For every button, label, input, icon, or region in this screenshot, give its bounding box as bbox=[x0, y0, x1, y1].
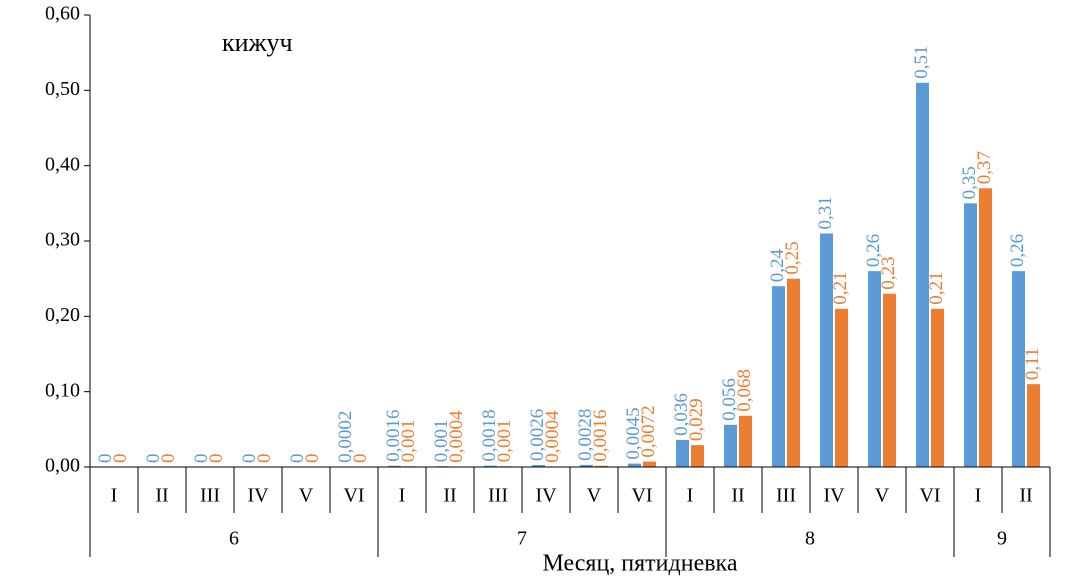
x-tick-label: VI bbox=[343, 485, 364, 507]
x-tick-label: II bbox=[443, 485, 456, 507]
x-tick-label: IV bbox=[535, 485, 557, 507]
value-label: 0,0004 bbox=[542, 410, 563, 463]
bar bbox=[964, 203, 977, 468]
bar bbox=[772, 286, 785, 467]
bar bbox=[931, 308, 944, 467]
y-tick-label: 0,40 bbox=[45, 153, 80, 175]
bar bbox=[868, 271, 881, 467]
value-label: 0,0028 bbox=[575, 409, 596, 461]
value-label: 0,0072 bbox=[638, 405, 659, 457]
bar bbox=[916, 82, 929, 468]
value-label: 0,21 bbox=[926, 272, 947, 305]
x-tick-label: I bbox=[399, 485, 406, 507]
x-tick-label: VI bbox=[919, 485, 940, 507]
value-label: 0,11 bbox=[1022, 348, 1043, 381]
bar bbox=[595, 465, 608, 467]
group-label: 8 bbox=[805, 528, 815, 550]
value-label: 0 bbox=[143, 454, 164, 464]
group-label: 9 bbox=[997, 528, 1007, 550]
x-tick-label: V bbox=[587, 485, 602, 507]
value-label: 0,0004 bbox=[446, 410, 467, 463]
bar bbox=[691, 445, 704, 467]
bar bbox=[388, 465, 401, 467]
y-tick-label: 0,00 bbox=[45, 455, 80, 477]
bar bbox=[676, 439, 689, 467]
y-tick-label: 0,10 bbox=[45, 379, 80, 401]
value-label: 0,25 bbox=[782, 241, 803, 274]
x-tick-label: V bbox=[875, 485, 890, 507]
value-label: 0,056 bbox=[719, 378, 740, 421]
y-tick-label: 0,50 bbox=[45, 78, 80, 100]
x-tick-label: VI bbox=[631, 485, 652, 507]
group-label: 6 bbox=[229, 528, 239, 550]
x-tick-label: I bbox=[687, 485, 694, 507]
value-label: 0 bbox=[254, 454, 275, 464]
value-label: 0,0026 bbox=[527, 409, 548, 461]
x-tick-label: III bbox=[776, 485, 796, 507]
bar bbox=[883, 293, 896, 467]
y-tick-label: 0,60 bbox=[45, 3, 80, 25]
value-label: 0 bbox=[287, 454, 308, 464]
y-tick-label: 0,30 bbox=[45, 229, 80, 251]
bar bbox=[835, 308, 848, 467]
bar bbox=[787, 278, 800, 467]
value-label: 0,0016 bbox=[590, 410, 611, 462]
value-label: 0 bbox=[302, 454, 323, 464]
value-label: 0,001 bbox=[494, 419, 515, 462]
value-label: 0 bbox=[191, 454, 212, 464]
value-label: 0 bbox=[110, 454, 131, 464]
value-label: 0,35 bbox=[959, 166, 980, 199]
value-label: 0,036 bbox=[671, 393, 692, 436]
x-tick-label: IV bbox=[247, 485, 269, 507]
value-label: 0,51 bbox=[911, 46, 932, 79]
x-tick-label: V bbox=[299, 485, 314, 507]
value-label: 0,068 bbox=[734, 369, 755, 412]
x-tick-label: II bbox=[731, 485, 744, 507]
value-label: 0 bbox=[350, 454, 371, 464]
value-label: 0 bbox=[158, 454, 179, 464]
value-label: 0,001 bbox=[398, 419, 419, 462]
x-tick-label: II bbox=[155, 485, 168, 507]
value-label: 0,0016 bbox=[383, 410, 404, 462]
bar bbox=[724, 424, 737, 467]
bar bbox=[820, 233, 833, 467]
x-tick-label: I bbox=[111, 485, 118, 507]
bar bbox=[1012, 271, 1025, 467]
bar bbox=[484, 465, 497, 467]
value-label: 0,26 bbox=[1007, 234, 1028, 267]
value-label: 0,0045 bbox=[623, 407, 644, 459]
bar bbox=[628, 463, 641, 467]
value-label: 0,31 bbox=[815, 196, 836, 229]
chart-title: кижуч bbox=[222, 28, 293, 57]
value-label: 0,37 bbox=[974, 151, 995, 184]
x-tick-label: I bbox=[975, 485, 982, 507]
bar bbox=[739, 415, 752, 467]
value-label: 0,001 bbox=[431, 419, 452, 462]
value-label: 0 bbox=[95, 454, 116, 464]
bar bbox=[979, 188, 992, 467]
value-label: 0 bbox=[239, 454, 260, 464]
x-tick-label: III bbox=[488, 485, 508, 507]
value-label: 0 bbox=[206, 454, 227, 464]
value-label: 0,0002 bbox=[335, 411, 356, 463]
x-tick-label: IV bbox=[823, 485, 845, 507]
value-label: 0,24 bbox=[767, 248, 788, 282]
bar bbox=[643, 461, 656, 467]
value-label: 0,21 bbox=[830, 272, 851, 305]
x-tick-label: II bbox=[1019, 485, 1032, 507]
bar bbox=[532, 465, 545, 467]
value-label: 0,26 bbox=[863, 234, 884, 267]
x-tick-label: III bbox=[200, 485, 220, 507]
bar bbox=[580, 464, 593, 467]
value-label: 0,029 bbox=[686, 398, 707, 441]
group-label: 7 bbox=[517, 528, 527, 550]
y-tick-label: 0,20 bbox=[45, 304, 80, 326]
bar bbox=[1027, 384, 1040, 467]
value-label: 0,23 bbox=[878, 256, 899, 289]
x-axis-label: Месяц, пятидневка bbox=[542, 551, 737, 577]
value-label: 0,0018 bbox=[479, 409, 500, 461]
